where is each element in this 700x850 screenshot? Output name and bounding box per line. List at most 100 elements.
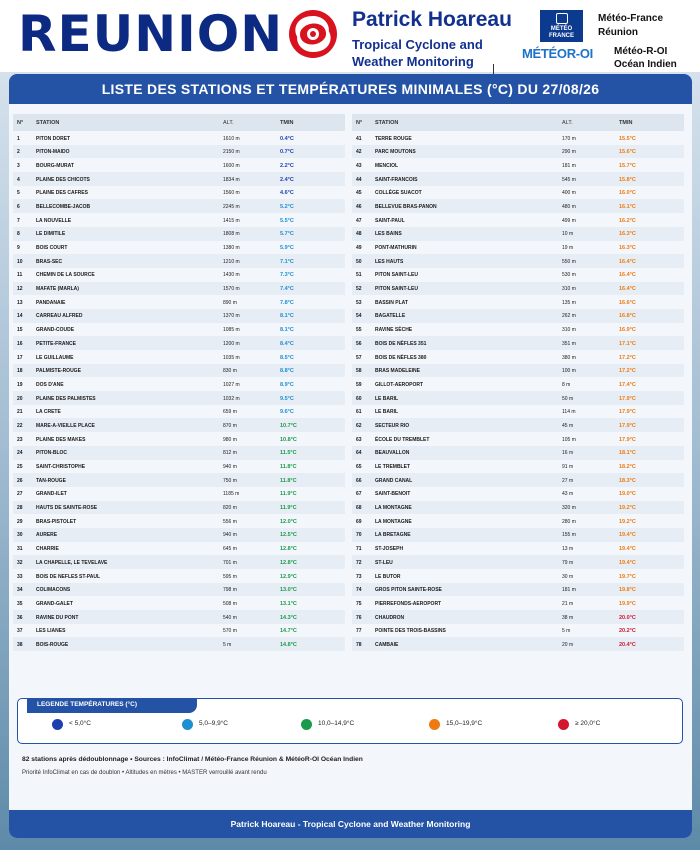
station-number: 43 (356, 162, 362, 169)
table-row: 47 SAINT-PAUL 499 m 16.2°C (352, 213, 684, 227)
station-number: 68 (356, 505, 362, 512)
station-number: 74 (356, 587, 362, 594)
station-altitude: 940 m (223, 464, 237, 470)
station-altitude: 20 m (562, 641, 574, 648)
station-number: 53 (356, 299, 362, 306)
station-number: 42 (356, 149, 362, 156)
station-altitude: 1200 m (223, 340, 240, 347)
table-row: 38 BOIS-ROUGE 5 m 14.8°C (13, 637, 345, 652)
moi-text-1: Météo-R-OI (614, 46, 668, 57)
station-number: 18 (17, 368, 23, 375)
station-tmin: 19.9°C (619, 600, 636, 607)
table-row: 61 LE BARIL 114 m 17.9°C (352, 405, 684, 419)
table-row: 72 ST-LEU 79 m 19.4°C (352, 555, 684, 569)
station-altitude: 1570 m (223, 286, 240, 293)
table-body-right: 41 TERRE ROUGE 170 m 15.5°C 42 PARC MOUTONS 29… (352, 131, 684, 652)
station-name: LA NOUVELLE (36, 217, 72, 224)
station-altitude: 43 m (562, 491, 574, 498)
station-altitude: 1808 m (223, 231, 240, 238)
table-row: 74 GROS PITON SAINTE-ROSE 181 m 19.8°C (352, 582, 684, 597)
station-name: LA CRETE (36, 409, 61, 416)
station-number: 13 (17, 299, 23, 306)
station-tmin: 12.8°C (280, 559, 297, 566)
table-row: 18 PALMISTE-ROUGE 830 m 8.8°C (13, 363, 345, 378)
station-number: 73 (356, 573, 362, 580)
brand-tagline-2: Weather Monitoring (352, 54, 474, 69)
station-name: PETITE-FRANCE (36, 340, 76, 347)
station-tmin: 19.0°C (619, 491, 636, 498)
station-tmin: 11.8°C (280, 477, 297, 484)
table-row: 28 HAUTS DE SAINTE-ROSE 820 m 11.9°C (13, 500, 345, 515)
station-altitude: 310 m (562, 327, 576, 334)
station-tmin: 17.4°C (619, 381, 636, 388)
station-tmin: 18.1°C (619, 450, 636, 457)
footer: Patrick Hoareau - Tropical Cyclone and W… (9, 810, 692, 838)
station-altitude: 13 m (562, 546, 574, 553)
table-row: 65 LE TREMBLET 91 m 18.2°C (352, 460, 684, 474)
table-row: 30 AURERE 940 m 12.5°C (13, 527, 345, 542)
station-name: LA BRETAGNE (375, 532, 411, 539)
station-tmin: 16.9°C (619, 327, 636, 334)
station-altitude: 890 m (223, 299, 237, 306)
station-altitude: 79 m (562, 559, 574, 566)
station-tmin: 0.4°C (280, 135, 294, 142)
station-number: 38 (17, 641, 23, 648)
station-name: ST-JOSEPH (375, 546, 404, 553)
table-row: 6 BELLECOMBE-JACOB 2245 m 5.2°C (13, 199, 345, 214)
table-row: 24 PITON-BLOC 812 m 11.5°C (13, 445, 345, 460)
station-name: RAVINE DU PONT (36, 614, 79, 621)
table-row: 37 LES LIANES 570 m 14.7°C (13, 624, 345, 638)
station-name: SAINT-CHRISTOPHE (36, 464, 86, 470)
table-row: 50 LES HAUTS 550 m 16.4°C (352, 254, 684, 268)
station-altitude: 30 m (562, 573, 574, 580)
station-name: PITON DORET (36, 135, 71, 142)
table-header: N° STATION ALT. TMIN (13, 114, 345, 131)
station-altitude: 545 m (562, 176, 576, 183)
station-number: 67 (356, 491, 362, 498)
station-altitude: 645 m (223, 546, 237, 553)
station-number: 71 (356, 546, 362, 553)
table-row: 46 BELLEVUE BRAS-PANON 480 m 16.1°C (352, 199, 684, 214)
meteor-oi-logo: MÉTÉOR-OI (522, 46, 593, 61)
page-title: LISTE DES STATIONS ET TEMPÉRATURES MINIM… (9, 74, 692, 104)
station-altitude: 262 m (562, 313, 576, 320)
station-altitude: 45 m (562, 422, 574, 429)
station-altitude: 830 m (223, 368, 237, 375)
station-altitude: 8 m (562, 381, 571, 388)
station-altitude: 400 m (562, 190, 576, 197)
station-number: 10 (17, 258, 23, 265)
col-alt: ALT. (223, 120, 234, 126)
station-tmin: 15.5°C (619, 135, 636, 142)
table-row: 48 LES BAINS 10 m 16.3°C (352, 226, 684, 241)
station-tmin: 7.8°C (280, 299, 294, 306)
temperature-legend: LEGENDE TEMPÉRATURES (°C) < 5,0°C 5,0–9,9… (17, 698, 683, 744)
station-name: POINTE DES TROIS-BASSINS (375, 628, 446, 635)
table-row: 16 PETITE-FRANCE 1200 m 8.4°C (13, 336, 345, 350)
station-name: CHAUDRON (375, 614, 405, 621)
station-tmin: 12.9°C (280, 573, 297, 580)
station-name: PLAINE DES PALMISTES (36, 395, 96, 402)
table-row: 5 PLAINE DES CAFRES 1560 m 4.6°C (13, 186, 345, 200)
station-altitude: 1032 m (223, 395, 240, 402)
table-row: 9 BOIS COURT 1380 m 5.9°C (13, 241, 345, 255)
stations-table-right: N° STATION ALT. TMIN 41 TERRE ROUGE 170 m 1… (352, 114, 684, 652)
station-altitude: 19 m (562, 245, 574, 251)
table-row: 43 MENCIOL 181 m 15.7°C (352, 158, 684, 172)
legend-label: ≥ 20,0°C (575, 720, 601, 727)
table-row: 67 SAINT-BENOIT 43 m 19.0°C (352, 487, 684, 501)
station-name: GRAND-ILET (36, 491, 67, 498)
station-number: 7 (17, 217, 20, 224)
station-tmin: 8.1°C (280, 313, 294, 320)
table-row: 64 BEAUVALLON 16 m 18.1°C (352, 445, 684, 460)
station-name: LE DIMITILE (36, 231, 66, 238)
station-number: 27 (17, 491, 23, 498)
station-name: BOIS DE NÈFLES 380 (375, 354, 427, 361)
station-number: 34 (17, 587, 23, 594)
station-number: 50 (356, 258, 362, 265)
legend-label: 10,0–14,9°C (318, 720, 355, 727)
station-tmin: 16.3°C (619, 231, 636, 238)
station-tmin: 15.6°C (619, 149, 636, 156)
station-name: MENCIOL (375, 162, 399, 169)
station-altitude: 750 m (223, 477, 237, 484)
station-name: CHARRIE (36, 546, 59, 553)
